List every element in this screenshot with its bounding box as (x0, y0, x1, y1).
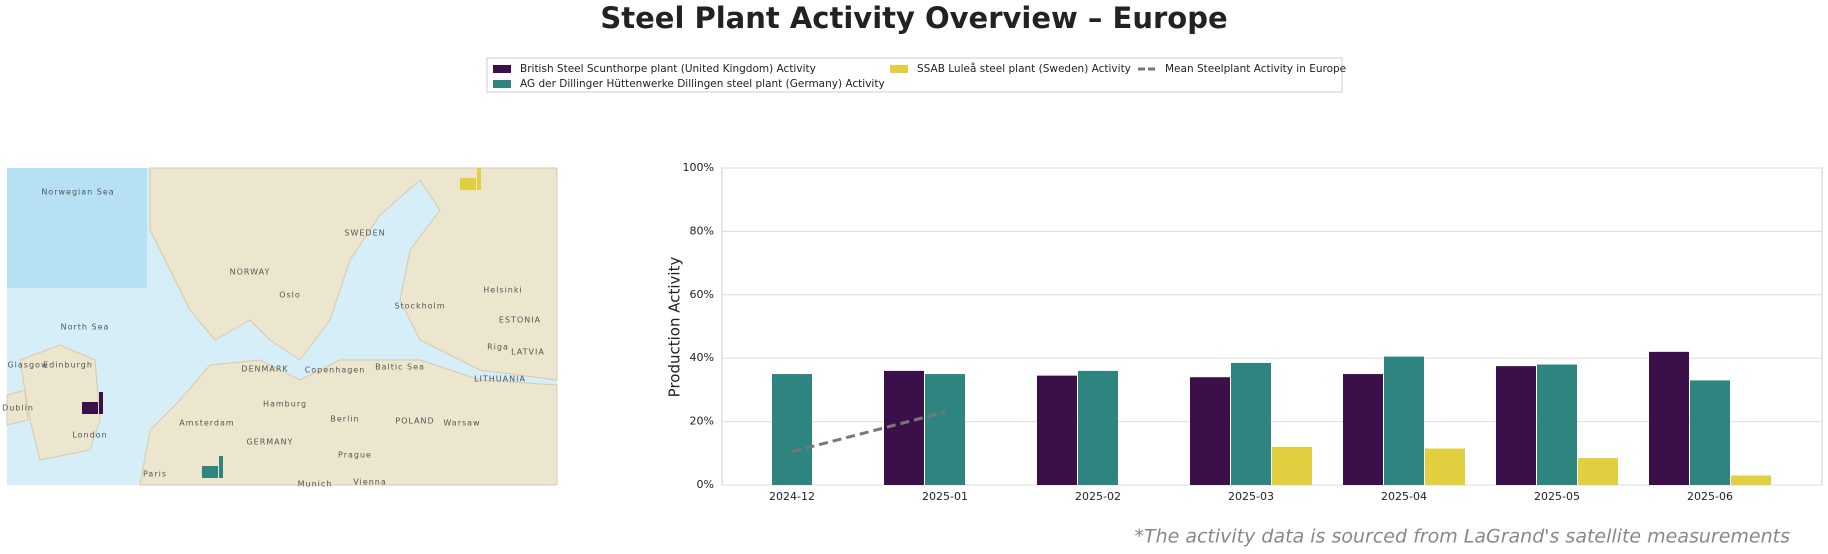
mean-line (791, 410, 946, 454)
legend-label: AG der Dillinger Hüttenwerke Dillingen s… (520, 78, 885, 90)
y-tick-label: 0% (697, 478, 714, 491)
legend-swatch (890, 65, 908, 73)
x-tick-label: 2025-02 (1075, 490, 1121, 503)
bar (884, 370, 924, 485)
plant-icon (82, 402, 98, 414)
bar (772, 374, 812, 485)
x-tick-label: 2025-05 (1534, 490, 1580, 503)
y-tick-label: 80% (690, 224, 714, 237)
legend-label: British Steel Scunthorpe plant (United K… (520, 63, 816, 75)
x-tick-label: 2025-03 (1228, 490, 1274, 503)
legend-box (486, 57, 1343, 93)
map-label: Berlin (330, 415, 359, 424)
map-label: LITHUANIA (474, 375, 526, 384)
map-label: NORWAY (230, 268, 271, 277)
bar (1578, 458, 1618, 485)
map-label: Glasgow (7, 361, 48, 370)
map-label: London (72, 431, 107, 440)
bar (1496, 366, 1536, 485)
map-label: Baltic Sea (375, 363, 425, 372)
bar (925, 374, 965, 485)
x-tick-label: 2025-04 (1381, 490, 1427, 503)
map-label: Norwegian Sea (41, 188, 114, 197)
map-label: Prague (338, 451, 372, 460)
plant-chimney (99, 392, 103, 414)
map-label: Helsinki (483, 286, 522, 295)
map-label: GERMANY (246, 438, 293, 447)
bar (1037, 375, 1077, 485)
map-label: North Sea (61, 323, 110, 332)
map-label: Oslo (279, 291, 301, 300)
bar (1537, 364, 1577, 485)
footnote: *The activity data is sourced from LaGra… (1134, 526, 1790, 548)
bar (1690, 380, 1730, 485)
plant-chimney (477, 168, 481, 190)
map-label: Vienna (353, 478, 386, 487)
map-label: ESTONIA (499, 316, 541, 325)
plant-chimney (219, 456, 223, 478)
bar (1425, 448, 1465, 485)
bar (1078, 370, 1118, 485)
map-label: POLAND (395, 417, 434, 426)
y-tick-label: 60% (690, 288, 714, 301)
map-label: Warsaw (443, 419, 480, 428)
legend-swatch (493, 80, 511, 88)
x-tick-label: 2024-12 (769, 490, 815, 503)
y-axis-label: Production Activity (666, 257, 684, 398)
legend-swatch (493, 65, 511, 73)
map-label: Copenhagen (305, 366, 366, 375)
bar (1190, 377, 1230, 485)
map-label: DENMARK (241, 365, 288, 374)
bar (1649, 351, 1689, 485)
map-label: Edinburgh (43, 361, 93, 370)
map-label: Paris (143, 470, 167, 479)
map-label: Dublin (2, 404, 34, 413)
map-deep-sea (7, 168, 147, 288)
y-tick-label: 100% (683, 161, 714, 174)
y-tick-label: 40% (690, 351, 714, 364)
bar (1272, 446, 1312, 485)
map-label: Amsterdam (179, 419, 234, 428)
bar (1231, 362, 1271, 485)
x-tick-label: 2025-01 (922, 490, 968, 503)
map-label: Riga (487, 343, 509, 352)
plant-icon (202, 466, 218, 478)
map-label: LATVIA (511, 348, 545, 357)
map-label: Hamburg (263, 400, 307, 409)
map-land (19, 344, 101, 461)
y-tick-label: 20% (690, 415, 714, 428)
map-land (149, 167, 558, 381)
bar (1343, 374, 1383, 485)
legend-label: SSAB Luleå steel plant (Sweden) Activity (917, 62, 1131, 75)
chart-title: Steel Plant Activity Overview – Europe (600, 1, 1227, 35)
map-land (139, 359, 558, 486)
x-tick-label: 2025-06 (1687, 490, 1733, 503)
map-label: SWEDEN (344, 229, 385, 238)
map-label: Munich (298, 480, 333, 489)
map-label: Stockholm (394, 302, 445, 311)
map-land (6, 389, 29, 426)
plant-icon (460, 178, 476, 190)
bar (1731, 475, 1771, 485)
legend-label: Mean Steelplant Activity in Europe (1165, 63, 1346, 75)
bar (1384, 356, 1424, 485)
